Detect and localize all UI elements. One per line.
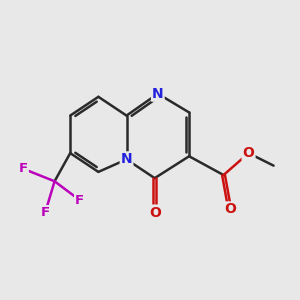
Text: F: F xyxy=(40,206,50,219)
Text: O: O xyxy=(243,146,254,160)
Text: N: N xyxy=(152,87,164,101)
Text: F: F xyxy=(75,194,84,207)
Text: N: N xyxy=(121,152,132,167)
Text: O: O xyxy=(224,202,236,216)
Text: O: O xyxy=(149,206,161,220)
Text: F: F xyxy=(19,162,28,175)
